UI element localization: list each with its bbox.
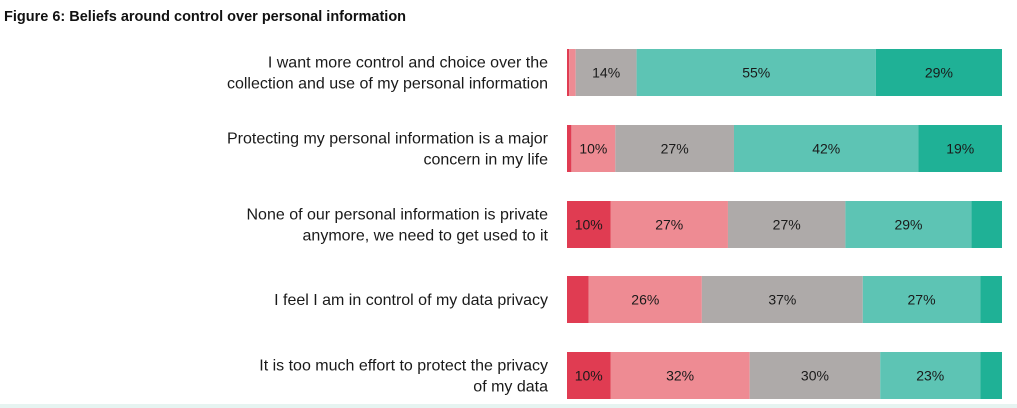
bar-segment-agree-row-4 xyxy=(862,276,981,323)
data-label-neutral-row-1: 14% xyxy=(592,65,620,81)
data-label-neutral-row-3: 27% xyxy=(773,217,801,233)
data-label-strongly-disagree-row-3: 10% xyxy=(575,217,603,233)
bar-segment-neutral-row-5 xyxy=(749,352,881,399)
data-label-disagree-row-5: 32% xyxy=(666,368,694,384)
bar-segment-strongly-agree-row-4 xyxy=(980,276,1002,323)
bar-segment-strongly-agree-row-2 xyxy=(918,125,1002,172)
row-label-1: I want more control and choice over the c… xyxy=(227,55,548,93)
data-label-disagree-row-2: 10% xyxy=(579,141,607,157)
data-label-agree-row-1: 55% xyxy=(742,65,770,81)
data-label-neutral-row-2: 27% xyxy=(661,141,689,157)
bar-segment-agree-row-3 xyxy=(845,201,972,248)
row-label-1-line-1: I want more control and choice over the xyxy=(268,55,548,72)
row-label-5: It is too much effort to protect the pri… xyxy=(259,358,548,396)
bar-segment-agree-row-2 xyxy=(733,125,919,172)
row-label-5-line-2: of my data xyxy=(473,379,548,396)
data-label-agree-row-2: 42% xyxy=(812,141,840,157)
data-label-disagree-row-4: 26% xyxy=(631,292,659,308)
row-label-2: Protecting my personal information is a … xyxy=(227,131,549,169)
bar-segment-strongly-disagree-row-3 xyxy=(567,201,611,248)
bar-segment-neutral-row-1 xyxy=(575,49,637,96)
bar-segment-disagree-row-2 xyxy=(571,125,616,172)
row-label-2-line-2: concern in my life xyxy=(424,152,549,169)
row-label-5-line-1: It is too much effort to protect the pri… xyxy=(259,358,548,375)
data-label-agree-row-5: 23% xyxy=(916,368,944,384)
bar-segment-strongly-agree-row-5 xyxy=(980,352,1002,399)
row-label-3-line-2: anymore, we need to get used to it xyxy=(303,228,549,245)
data-label-strongly-agree-row-1: 29% xyxy=(925,65,953,81)
bar-segment-agree-row-5 xyxy=(880,352,981,399)
data-label-neutral-row-4: 37% xyxy=(768,292,796,308)
data-label-agree-row-4: 27% xyxy=(908,292,936,308)
bar-segment-strongly-disagree-row-1 xyxy=(567,49,570,96)
bar-segment-strongly-disagree-row-5 xyxy=(567,352,611,399)
figure-title: Figure 6: Beliefs around control over pe… xyxy=(4,9,407,25)
bar-segment-neutral-row-4 xyxy=(701,276,863,323)
bar-segment-strongly-disagree-row-4 xyxy=(567,276,589,323)
bar-segment-neutral-row-3 xyxy=(727,201,846,248)
row-label-4: I feel I am in control of my data privac… xyxy=(274,292,548,309)
bar-segment-strongly-agree-row-1 xyxy=(875,49,1002,96)
data-label-agree-row-3: 29% xyxy=(894,217,922,233)
bar-segment-disagree-row-1 xyxy=(569,49,576,96)
bar-segment-disagree-row-5 xyxy=(610,352,750,399)
data-label-strongly-agree-row-2: 19% xyxy=(946,141,974,157)
bar-segment-strongly-agree-row-3 xyxy=(971,201,1002,248)
bottom-divider xyxy=(0,404,1017,408)
row-label-1-line-2: collection and use of my personal inform… xyxy=(227,76,548,93)
row-label-3: None of our personal information is priv… xyxy=(247,207,549,245)
row-label-2-line-1: Protecting my personal information is a … xyxy=(227,131,549,148)
bar-segment-disagree-row-4 xyxy=(588,276,702,323)
bar-segment-strongly-disagree-row-2 xyxy=(567,125,572,172)
bar-segment-neutral-row-2 xyxy=(615,125,734,172)
data-label-strongly-disagree-row-5: 10% xyxy=(575,368,603,384)
data-label-neutral-row-5: 30% xyxy=(801,368,829,384)
bar-segment-disagree-row-3 xyxy=(610,201,728,248)
row-label-4-line-1: I feel I am in control of my data privac… xyxy=(274,292,548,309)
data-label-disagree-row-3: 27% xyxy=(655,217,683,233)
row-label-3-line-1: None of our personal information is priv… xyxy=(247,207,549,224)
bar-segment-agree-row-1 xyxy=(636,49,876,96)
